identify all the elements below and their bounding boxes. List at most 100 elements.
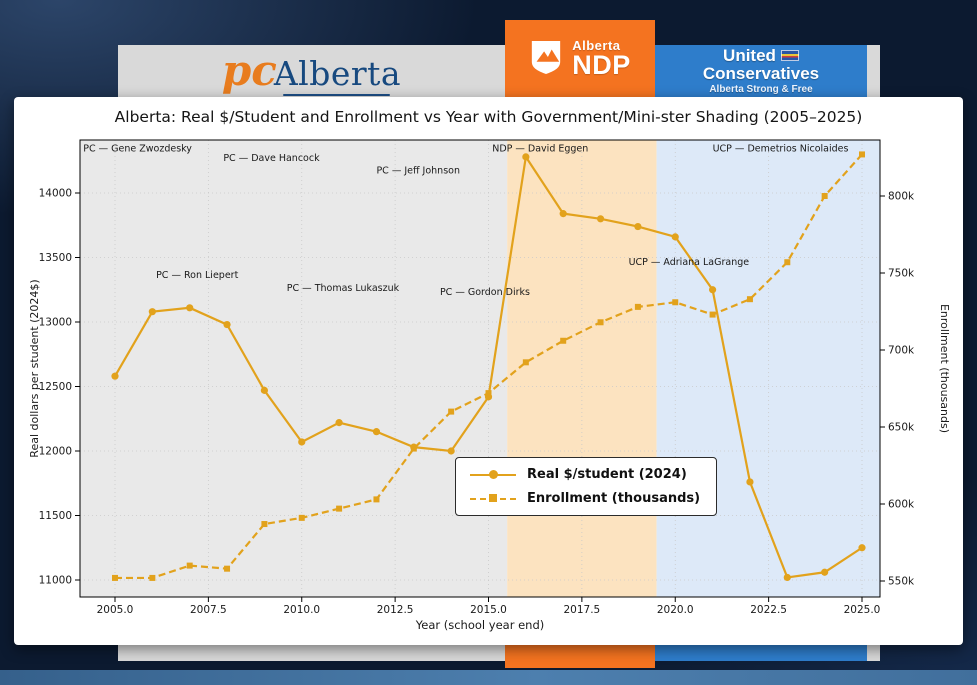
minister-annotation: PC — Jeff Johnson — [376, 166, 460, 177]
pc-logo-script-text: pc — [221, 46, 277, 95]
pc-alberta-logo: pc Alberta — [221, 46, 402, 96]
series-marker-circle — [858, 544, 866, 552]
series-marker-circle — [186, 304, 194, 312]
series-marker-square — [597, 319, 604, 326]
x-tick-label: 2022.5 — [750, 604, 787, 616]
series-marker-circle — [260, 386, 268, 394]
x-tick-label: 2015.0 — [470, 604, 507, 616]
footer-bar — [0, 670, 977, 685]
series-marker-square — [336, 505, 343, 512]
legend-dashed-line-icon — [470, 494, 516, 502]
y-axis-label-left: Real dollars per student (2024$) — [28, 279, 41, 457]
series-marker-circle — [783, 573, 791, 582]
ndp-shield-icon — [529, 38, 563, 80]
series-marker-square — [298, 514, 305, 521]
series-marker-square — [149, 574, 156, 581]
series-marker-circle — [821, 568, 829, 576]
alberta-flag-icon — [780, 50, 799, 62]
y-axis-label-right: Enrollment (thousands) — [938, 304, 951, 433]
series-marker-circle — [111, 372, 119, 380]
series-marker-square — [634, 303, 641, 310]
minister-annotation: PC — Thomas Lukaszuk — [287, 283, 400, 294]
series-marker-square — [746, 296, 753, 303]
y-right-tick-label: 650k — [888, 422, 915, 434]
series-marker-square — [448, 408, 455, 415]
legend-solid-line-icon — [470, 469, 516, 479]
plot-frame — [79, 139, 881, 598]
minister-annotation: UCP — Demetrios Nicolaides — [713, 144, 849, 155]
y-left-tick-label: 12500 — [39, 381, 72, 393]
ndp-wordmark-alberta: Alberta — [572, 38, 621, 54]
region-PC — [80, 140, 508, 597]
chart-legend: Real $/student (2024) Enrollment (thousa… — [455, 457, 717, 516]
legend-item-enrollment: Enrollment (thousands) — [470, 491, 702, 506]
y-right-tick-label: 550k — [888, 576, 915, 588]
series-marker-circle — [559, 210, 567, 218]
x-tick-label: 2017.5 — [564, 604, 601, 616]
x-tick-label: 2025.0 — [844, 604, 881, 616]
series-marker-square — [485, 390, 492, 397]
series-marker-circle — [671, 233, 679, 241]
y-left-tick-label: 12000 — [39, 446, 72, 458]
series-marker-square — [821, 193, 828, 199]
series-marker-circle — [298, 438, 306, 446]
ndp-banner: Alberta NDP — [505, 20, 655, 97]
x-tick-label: 2005.0 — [97, 604, 134, 616]
y-right-tick-label: 750k — [888, 268, 915, 280]
series-marker-square — [186, 562, 193, 569]
legend-item-real-dollars: Real $/student (2024) — [470, 467, 702, 482]
x-tick-label: 2010.0 — [283, 604, 320, 616]
pc-logo-wordmark: Alberta — [273, 54, 402, 93]
y-right-tick-label: 800k — [888, 191, 915, 203]
y-left-tick-label: 11500 — [39, 510, 72, 522]
series-marker-square — [373, 496, 380, 503]
pc-alberta-banner: pc Alberta — [118, 45, 505, 97]
x-tick-label: 2020.0 — [657, 604, 694, 616]
y-left-tick-label: 13500 — [39, 252, 72, 264]
series-marker-circle — [372, 428, 381, 436]
x-tick-label: 2012.5 — [377, 604, 414, 616]
ucp-tagline: Alberta Strong & Free — [709, 84, 813, 96]
legend-label-real-dollars: Real $/student (2024) — [527, 467, 687, 482]
minister-annotation: PC — Ron Liepert — [156, 270, 238, 281]
series-marker-circle — [596, 215, 605, 223]
ucp-banner: United Conservatives Alberta Strong & Fr… — [655, 45, 867, 97]
ucp-wordmark-united: United — [723, 45, 776, 65]
series-marker-square — [560, 337, 567, 344]
minister-annotation: PC — Gene Zwozdesky — [83, 144, 192, 155]
series-marker-square — [784, 259, 791, 266]
ndp-wordmark-ndp: NDP — [572, 50, 631, 81]
series-marker-circle — [634, 222, 642, 231]
y-right-tick-label: 600k — [888, 499, 915, 511]
series-marker-circle — [447, 447, 455, 455]
chart-canvas: 2005.0 2007.5 2010.0 2012.5 2015.0 2017.5 2020… — [28, 139, 951, 632]
y-left-tick-label: 13000 — [39, 317, 72, 329]
y-left-tick-label: 11000 — [39, 575, 72, 587]
y-right-tick-label: 700k — [888, 345, 915, 357]
minister-annotation: NDP — David Eggen — [492, 144, 588, 155]
series-marker-circle — [746, 478, 754, 486]
series-marker-square — [709, 311, 716, 318]
series-marker-square — [112, 574, 118, 581]
minister-annotation: PC — Gordon Dirks — [440, 287, 530, 298]
series-marker-square — [672, 299, 679, 306]
legend-label-enrollment: Enrollment (thousands) — [527, 491, 701, 506]
chart-title: Alberta: Real $/Student and Enrollment v… — [114, 108, 863, 126]
x-axis-label: Year (school year end) — [415, 618, 544, 632]
series-marker-square — [859, 151, 865, 158]
series-marker-circle — [148, 308, 156, 316]
ndp-wordmark: Alberta NDP — [572, 38, 631, 79]
series-marker-circle — [335, 419, 343, 427]
y-left-tick-label: 14000 — [39, 188, 72, 200]
minister-annotation: UCP — Adriana LaGrange — [629, 257, 750, 268]
series-marker-square — [261, 521, 268, 528]
series-marker-circle — [709, 286, 717, 294]
chart-card: Alberta: Real $/Student and Enrollment v… — [14, 97, 963, 645]
series-marker-square — [410, 445, 417, 452]
ucp-wordmark-conservatives: Conservatives — [702, 63, 820, 83]
series-marker-square — [224, 565, 231, 572]
series-marker-circle — [522, 153, 530, 161]
series-marker-square — [522, 359, 529, 366]
series-marker-circle — [223, 320, 231, 329]
